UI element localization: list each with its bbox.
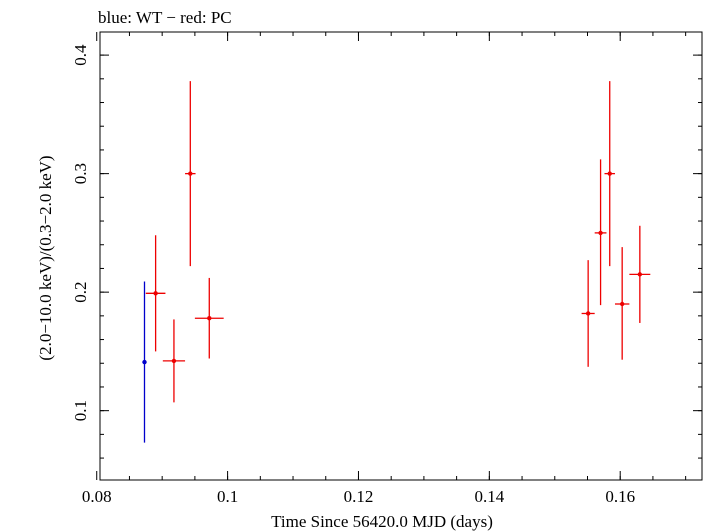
y-tick-label: 0.3 — [71, 163, 90, 184]
chart-title: blue: WT − red: PC — [98, 8, 232, 27]
y-tick-label: 0.1 — [71, 400, 90, 421]
x-tick-label: 0.12 — [344, 487, 374, 506]
data-point — [207, 316, 212, 321]
y-axis-label: (2.0−10.0 keV)/(0.3−2.0 keV) — [36, 155, 55, 360]
x-axis: 0.08 0.1 0.12 0.14 0.16 — [82, 32, 687, 506]
data-point — [637, 272, 643, 277]
data-point — [607, 171, 612, 176]
x-tick-label: 0.16 — [605, 487, 635, 506]
data-point — [598, 230, 603, 236]
x-axis-label: Time Since 56420.0 MJD (days) — [271, 512, 493, 531]
x-tick-label: 0.14 — [474, 487, 504, 506]
plot-frame — [99, 31, 703, 481]
data-point — [619, 301, 625, 307]
x-tick-label: 0.1 — [217, 487, 238, 506]
data-point — [585, 311, 591, 316]
series-wt — [142, 281, 147, 443]
y-tick-label: 0.4 — [71, 44, 90, 66]
data-point — [188, 171, 193, 176]
data-point — [153, 291, 158, 296]
x-tick-label: 0.08 — [82, 487, 112, 506]
y-tick-label: 0.2 — [71, 282, 90, 303]
y-axis: 0.1 0.2 0.3 0.4 — [71, 44, 702, 459]
data-point — [171, 358, 177, 364]
data-point — [142, 359, 147, 365]
series-layer — [142, 81, 651, 443]
series-pc — [145, 81, 651, 403]
